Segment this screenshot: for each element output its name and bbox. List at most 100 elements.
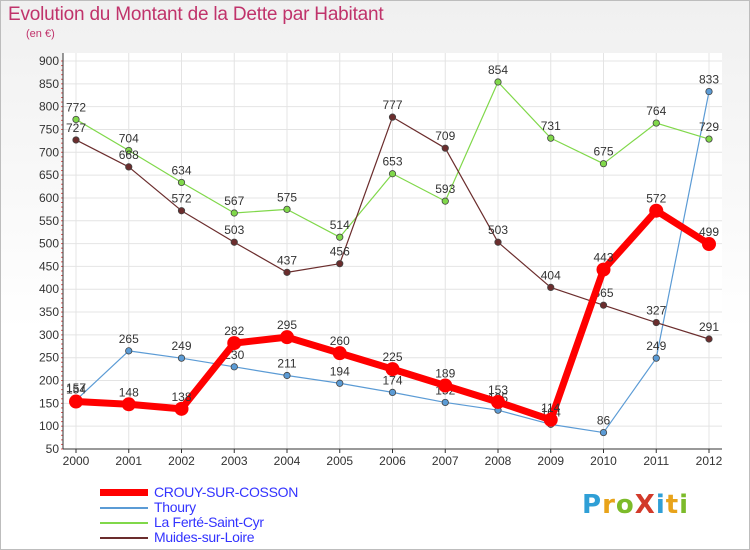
legend-item: CROUY-SUR-COSSON	[100, 485, 298, 500]
data-point	[230, 209, 238, 217]
data-label: 668	[119, 148, 139, 162]
legend-swatch	[100, 521, 148, 524]
y-tick-label: 600	[39, 191, 59, 205]
data-point	[125, 163, 133, 171]
data-label: 174	[382, 373, 402, 387]
y-tick-label: 850	[39, 77, 59, 91]
data-point	[702, 237, 716, 252]
data-label: 572	[646, 192, 666, 206]
y-tick-label: 750	[39, 122, 59, 136]
data-label: 572	[171, 192, 191, 206]
x-tick-label: 2001	[115, 454, 142, 468]
legend-label: Muides-sur-Loire	[154, 529, 255, 545]
y-tick-label: 300	[39, 328, 59, 342]
legend-label: CROUY-SUR-COSSON	[154, 484, 299, 500]
data-label: 327	[646, 304, 666, 318]
logo-letter: P	[582, 490, 603, 520]
data-label: 575	[277, 190, 297, 204]
data-label: 157	[66, 381, 86, 395]
data-point	[121, 397, 136, 412]
x-tick-label: 2006	[379, 454, 406, 468]
data-label: 456	[330, 245, 350, 259]
data-point	[652, 318, 660, 327]
data-label: 265	[119, 332, 139, 346]
logo-letter: o	[615, 490, 635, 520]
data-label: 291	[699, 320, 719, 334]
data-point	[388, 113, 397, 121]
y-tick-label: 350	[39, 305, 59, 319]
data-point	[547, 134, 555, 142]
data-point	[441, 398, 449, 407]
x-tick-label: 2004	[274, 454, 301, 468]
data-label: 443	[593, 251, 613, 265]
data-point	[599, 428, 608, 437]
data-label: 833	[699, 73, 719, 87]
data-point	[336, 379, 344, 387]
data-point	[283, 268, 291, 276]
data-label: 260	[330, 334, 350, 348]
data-point	[69, 394, 83, 409]
data-point	[543, 412, 558, 427]
data-point	[547, 283, 555, 292]
data-label: 225	[382, 350, 402, 364]
legend-item: Muides-sur-Loire	[100, 530, 298, 545]
proxiti-logo: ProXiti	[582, 490, 689, 520]
x-tick-label: 2010	[590, 454, 617, 468]
data-label: 503	[488, 223, 508, 237]
y-tick-label: 150	[39, 396, 59, 410]
data-label: 704	[119, 131, 139, 145]
data-point	[652, 354, 660, 362]
data-label: 772	[66, 100, 86, 114]
data-label: 114	[541, 401, 560, 415]
data-label: 675	[593, 145, 613, 159]
data-label: 154	[66, 383, 86, 397]
x-tick-label: 2005	[326, 454, 353, 468]
legend-swatch	[100, 536, 148, 539]
data-label: 729	[699, 120, 719, 134]
data-label: 854	[488, 63, 508, 77]
data-point	[177, 178, 186, 187]
data-label: 148	[119, 385, 139, 399]
data-label: 211	[277, 357, 296, 371]
data-label: 194	[330, 364, 350, 378]
y-tick-label: 50	[46, 442, 60, 456]
y-tick-label: 500	[39, 237, 59, 251]
x-tick-label: 2012	[696, 454, 723, 468]
data-label: 514	[330, 218, 350, 232]
data-label: 764	[646, 104, 666, 118]
data-point	[438, 378, 453, 393]
data-label: 249	[646, 339, 666, 353]
y-tick-label: 450	[39, 259, 59, 273]
data-point	[283, 371, 291, 380]
data-point	[230, 363, 238, 371]
data-point	[649, 203, 664, 218]
data-point	[125, 347, 133, 355]
legend-swatch	[100, 489, 148, 496]
legend-label: Thoury	[154, 499, 196, 515]
data-point	[336, 233, 344, 241]
data-point	[599, 301, 608, 309]
y-tick-label: 250	[39, 351, 59, 365]
data-point	[491, 394, 505, 409]
y-tick-label: 400	[39, 282, 59, 296]
data-label: 567	[224, 194, 244, 208]
data-label: 153	[488, 383, 508, 397]
data-point	[174, 401, 189, 416]
data-point	[705, 135, 713, 143]
logo-letter: i	[655, 490, 666, 520]
data-point	[388, 170, 397, 178]
x-tick-label: 2003	[221, 454, 248, 468]
data-label: 437	[277, 253, 297, 267]
data-label: 499	[699, 225, 719, 239]
legend-item: Thoury	[100, 500, 298, 515]
data-point	[441, 197, 449, 205]
data-point	[596, 262, 611, 277]
data-point	[385, 362, 400, 377]
x-tick-label: 2009	[537, 454, 564, 468]
data-label: 593	[435, 182, 455, 196]
data-point	[652, 119, 660, 127]
y-tick-label: 900	[39, 54, 59, 68]
x-tick-label: 2002	[168, 454, 195, 468]
data-label: 634	[171, 163, 191, 177]
